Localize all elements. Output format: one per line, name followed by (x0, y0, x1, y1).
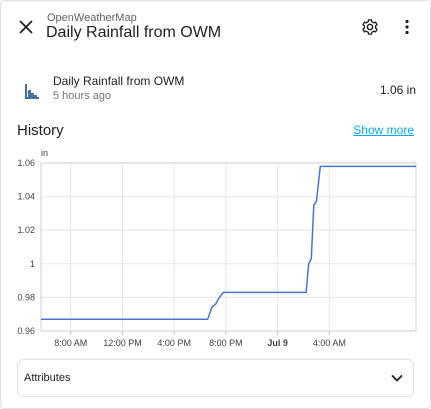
overflow-menu-button[interactable] (395, 15, 419, 39)
close-button[interactable] (14, 15, 38, 39)
x-tick-label: Jul 9 (267, 338, 288, 348)
chevron-down-icon (391, 375, 403, 382)
x-tick-label: 4:00 PM (157, 338, 191, 348)
more-vertical-icon (405, 19, 409, 35)
y-tick-label: 1 (30, 259, 35, 269)
attributes-label: Attributes (24, 372, 71, 384)
dialog-header: OpenWeatherMap Daily Rainfall from OWM (1, 1, 431, 53)
entity-name: Daily Rainfall from OWM (53, 74, 185, 88)
entity-state: 1.06 in (379, 83, 416, 97)
bar-chart-icon (25, 84, 39, 99)
y-tick-label: 0.96 (17, 326, 35, 336)
close-icon (19, 20, 33, 34)
attributes-expander[interactable]: Attributes (17, 359, 414, 397)
show-more-link[interactable]: Show more (353, 123, 414, 137)
entity-last-changed: 5 hours ago (53, 90, 112, 102)
y-unit-label: in (41, 148, 48, 158)
y-tick-label: 1.04 (17, 192, 35, 202)
entity-row: Daily Rainfall from OWM 5 hours ago 1.06… (1, 67, 431, 111)
series-line (41, 165, 416, 320)
y-tick-label: 1.02 (17, 225, 35, 235)
gear-icon (362, 19, 378, 35)
plot-frame (40, 162, 417, 332)
settings-button[interactable] (358, 15, 382, 39)
x-tick-label: 4:00 AM (313, 338, 346, 348)
history-chart: 1.06 1.04 1.02 1 0.98 0.96 8:00 AM 12:00 PM 4:00… (17, 148, 417, 348)
x-tick-label: 12:00 PM (103, 338, 142, 348)
y-tick-label: 1.06 (17, 158, 35, 168)
dialog-title: Daily Rainfall from OWM (46, 24, 222, 41)
history-heading: History (17, 122, 64, 139)
dialog-subtitle: OpenWeatherMap (47, 12, 137, 24)
x-tick-label: 8:00 AM (54, 338, 87, 348)
y-tick-label: 0.98 (17, 292, 35, 302)
x-tick-label: 8:00 PM (209, 338, 243, 348)
